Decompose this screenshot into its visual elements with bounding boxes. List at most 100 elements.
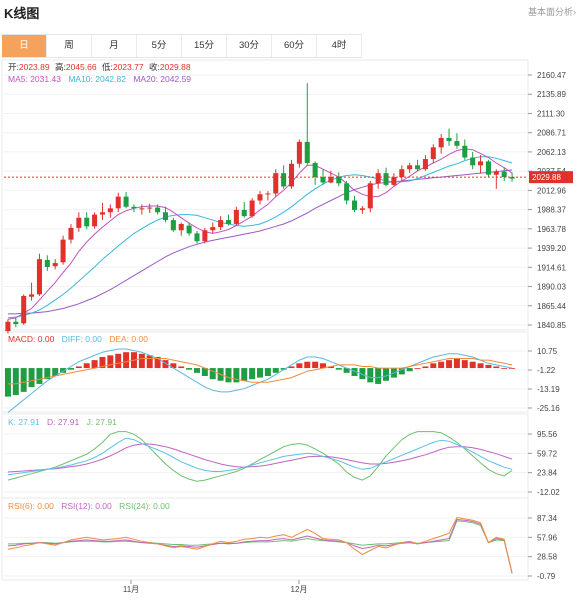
candle-body <box>92 214 98 227</box>
candle-body <box>485 161 491 175</box>
price-axis-tick-label: 2062.13 <box>537 148 566 157</box>
candle-body <box>470 157 476 166</box>
candle-body <box>107 208 113 213</box>
macd-axis-tick-label: 10.75 <box>537 347 558 356</box>
candle-body <box>162 212 168 221</box>
header: K线图 基本面分析› <box>0 0 582 22</box>
candle-body <box>233 209 239 224</box>
macd-bar <box>201 368 208 376</box>
dif-line <box>7 348 513 413</box>
macd-bar <box>430 363 437 369</box>
macd-bar <box>75 366 82 369</box>
kdj-axis-tick-label: -12.02 <box>537 488 560 497</box>
macd-bar <box>60 368 67 373</box>
macd-bar <box>304 361 311 369</box>
macd-bar <box>477 363 484 369</box>
candle-body <box>194 233 200 242</box>
candle-body <box>52 263 58 267</box>
tab-4hour[interactable]: 4时 <box>317 35 362 57</box>
price-axis-tick-label: 2012.96 <box>537 186 566 195</box>
tab-month[interactable]: 月 <box>92 35 137 57</box>
macd-bar <box>186 368 193 370</box>
price-axis-tick-label: 2111.30 <box>537 109 565 118</box>
macd-bar <box>335 368 342 370</box>
macd-info: MACD: 0.00 DIFF: 0.00 DEA: 0.00 <box>8 334 148 344</box>
candle-body <box>202 230 208 242</box>
tab-15min[interactable]: 15分 <box>182 35 227 57</box>
rsi24-line <box>7 520 513 574</box>
price-panel <box>1 59 529 331</box>
price-axis-tick-label: 2160.47 <box>537 71 566 80</box>
candle-body <box>218 220 224 228</box>
macd-bar <box>272 368 279 373</box>
macd-bar <box>233 368 240 383</box>
macd-axis-tick-label: -1.22 <box>537 366 556 375</box>
macd-bar <box>351 368 358 376</box>
candle-body <box>454 141 460 146</box>
candle-body <box>170 220 176 231</box>
macd-bar <box>91 360 98 369</box>
tab-5min[interactable]: 5分 <box>137 35 182 57</box>
macd-bar <box>28 368 35 388</box>
candle-body <box>336 177 342 184</box>
candle-body <box>352 200 358 210</box>
macd-bar <box>4 368 11 397</box>
macd-bar <box>509 368 516 369</box>
candle-body <box>344 183 350 201</box>
macd-bar <box>209 368 216 380</box>
tab-30min[interactable]: 30分 <box>227 35 272 57</box>
candle-body <box>21 295 27 324</box>
fundamental-analysis-link[interactable]: 基本面分析› <box>528 7 576 17</box>
macd-bar <box>193 368 200 373</box>
candle-body <box>509 177 515 179</box>
macd-bar <box>115 353 122 369</box>
candle-body <box>399 169 405 178</box>
rsi-series: 87.34 57.96 28.58 -0.79 <box>4 514 558 581</box>
candle-body <box>60 239 66 263</box>
rsi-info: RSI(6): 0.00 RSI(12): 0.00 RSI(24): 0.00 <box>8 501 170 511</box>
rsi-axis-tick-label: 57.96 <box>537 533 558 542</box>
rsi-axis-tick-label: 28.58 <box>537 553 558 562</box>
last-price-label: 2029.88 <box>532 173 561 182</box>
candle-body <box>186 225 192 234</box>
price-axis-tick-label: 1988.37 <box>537 206 566 215</box>
candle-body <box>29 294 35 297</box>
macd-bar <box>154 356 161 369</box>
price-series: 2160.472135.892111.302086.712062.132037.… <box>4 71 573 334</box>
kdj-axis-tick-label: 95.56 <box>537 430 558 439</box>
candle-body <box>383 173 389 185</box>
x-label-dec: 12月 <box>291 585 308 594</box>
macd-bar <box>446 360 453 369</box>
candle-body <box>241 209 247 217</box>
macd-bar <box>383 368 390 381</box>
tab-week[interactable]: 周 <box>47 35 92 57</box>
candle-body <box>296 141 302 164</box>
macd-bar <box>453 358 460 369</box>
candle-body <box>257 194 263 201</box>
macd-bar <box>367 368 374 383</box>
candle-body <box>493 171 499 175</box>
ma20-line <box>7 169 513 315</box>
period-tabs: 日 周 月 5分 15分 30分 60分 4时 <box>2 34 362 58</box>
price-axis-tick-label: 1914.61 <box>537 263 566 272</box>
macd-bar <box>170 363 177 369</box>
kdj-info: K: 27.91 D: 27.91 J: 27.91 <box>8 417 117 427</box>
candle-body <box>68 227 74 240</box>
candle-body <box>446 137 452 142</box>
candle-body <box>281 173 287 187</box>
macd-series: 10.75 -1.22 -13.19 -25.16 <box>4 347 560 413</box>
macd-bar <box>320 363 327 369</box>
price-axis-tick-label: 2086.71 <box>537 129 566 138</box>
candle-body <box>265 193 271 195</box>
kdj-series: 95.56 59.72 23.84 -12.02 <box>4 430 560 497</box>
macd-bar <box>461 360 468 369</box>
tab-60min[interactable]: 60分 <box>272 35 317 57</box>
candle-body <box>438 137 444 148</box>
macd-bar <box>312 361 319 369</box>
macd-panel <box>1 331 529 413</box>
macd-bar <box>107 355 114 369</box>
macd-bar <box>83 363 90 369</box>
ma10-line <box>7 156 513 319</box>
tab-day[interactable]: 日 <box>2 35 47 57</box>
